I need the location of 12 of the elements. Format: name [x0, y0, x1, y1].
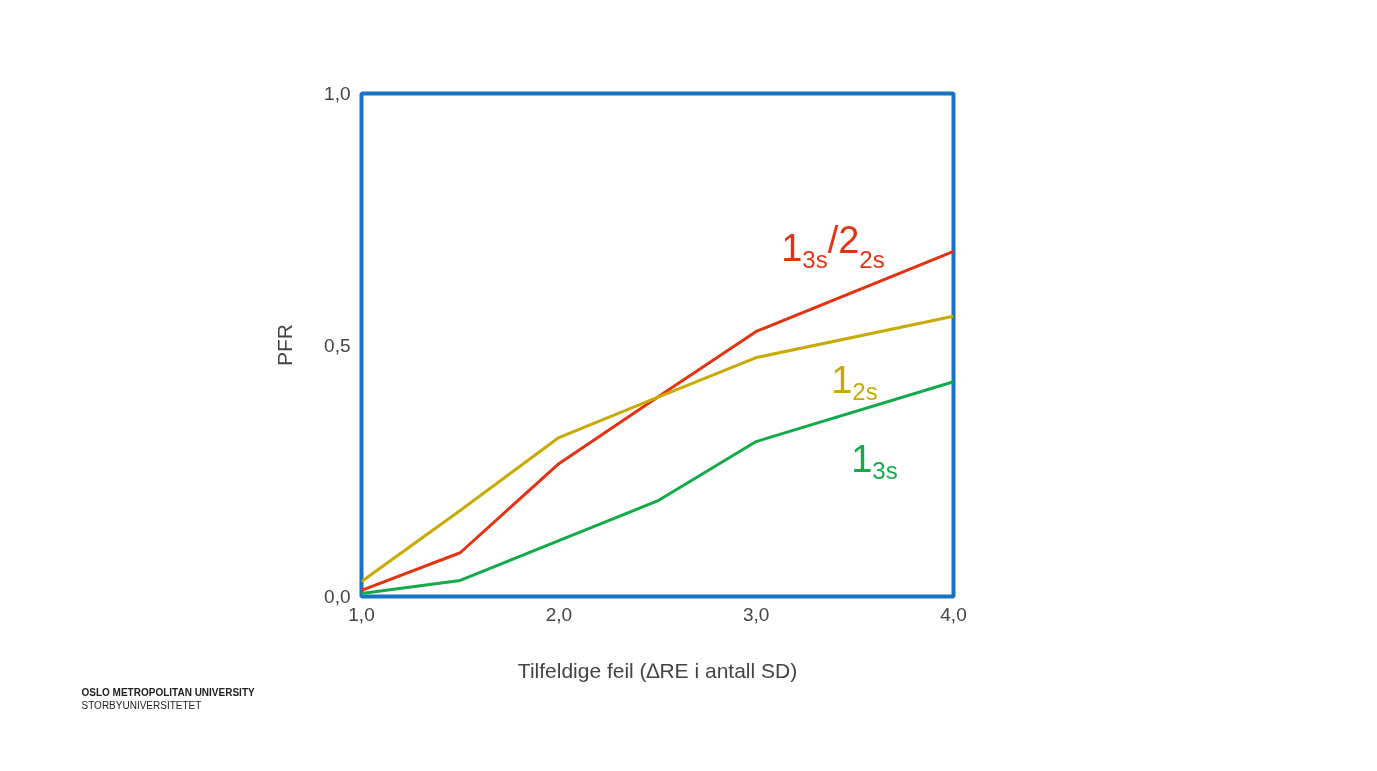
- text: STORBYUNIVERSITETET: [81, 699, 202, 711]
- y-tick-label: 0,5: [324, 334, 351, 356]
- y-tick-label: 0,0: [324, 586, 351, 607]
- y-axis-title: PFR: [273, 324, 297, 366]
- x-tick-label: 1,0: [348, 603, 375, 625]
- x-axis-title: Tilfeldige feil (∆RE i antall SD): [517, 658, 798, 682]
- x-tick-label: 4,0: [940, 603, 967, 625]
- y-tick-label: 1,0: [324, 83, 351, 104]
- x-tick-label: 2,0: [545, 603, 573, 625]
- text: OSLO METROPOLITAN UNIVERSITY: [81, 686, 255, 698]
- x-tick-label: 3,0: [742, 603, 770, 625]
- line-series: [361, 314, 954, 583]
